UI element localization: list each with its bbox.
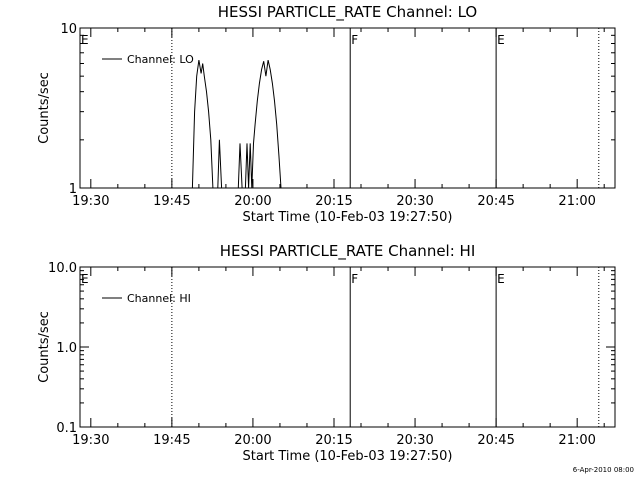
panel2-title: HESSI PARTICLE_RATE Channel: HI — [220, 242, 476, 261]
panel1-series-line — [237, 143, 243, 189]
panel1-x-tick-label: 20:45 — [477, 194, 514, 209]
panel1-legend-label: Channel: LO — [127, 53, 194, 66]
footer-timestamp: 6-Apr-2010 08:00 — [572, 466, 634, 474]
panel2-legend-label: Channel: HI — [127, 292, 191, 305]
panel2-x-tick-label: 19:30 — [72, 433, 109, 448]
panel1-x-tick-label: 20:15 — [315, 194, 352, 209]
panel2-y-axis-label: Counts/sec — [37, 311, 52, 383]
panel2-marker-label: E — [497, 272, 505, 286]
panel1-marker-label: E — [81, 33, 89, 47]
panel1-x-tick-label: 19:45 — [153, 194, 190, 209]
panel1-y-tick-label: 1 — [69, 182, 77, 197]
panel2-y-tick-label: 1.0 — [56, 341, 77, 356]
panel2-x-tick-label: 19:45 — [153, 433, 190, 448]
panel1-x-tick-label: 20:00 — [234, 194, 271, 209]
panel1-title: HESSI PARTICLE_RATE Channel: LO — [218, 3, 477, 22]
panel1-series-line — [217, 139, 223, 189]
panel2-x-tick-label: 20:45 — [477, 433, 514, 448]
panel2-x-tick-label: 20:15 — [315, 433, 352, 448]
panel2-marker-label: F — [351, 272, 358, 286]
panel1-marker-label: E — [497, 33, 505, 47]
panel2-x-tick-label: 21:00 — [558, 433, 595, 448]
panel2-y-tick-label: 10.0 — [48, 261, 77, 276]
panel1-axes-box — [79, 27, 616, 189]
panel1-series-line — [244, 59, 282, 189]
panel1-x-tick-label: 21:00 — [558, 194, 595, 209]
panel1-x-axis-label: Start Time (10-Feb-03 19:27:50) — [243, 210, 453, 225]
panel2-x-tick-label: 20:30 — [396, 433, 433, 448]
panel2-x-tick-label: 20:00 — [234, 433, 271, 448]
panel2-axes-box — [79, 266, 616, 428]
panel2-y-tick-label: 0.1 — [56, 421, 77, 436]
panel1-y-tick-label: 10 — [60, 22, 77, 37]
panel1-x-tick-label: 20:30 — [396, 194, 433, 209]
panel2-marker-label: E — [81, 272, 89, 286]
panel1-series-line — [191, 60, 214, 189]
panel1-y-axis-label: Counts/sec — [37, 72, 52, 144]
panel1-marker-label: F — [351, 33, 358, 47]
panel1-x-tick-label: 19:30 — [72, 194, 109, 209]
panel2-x-axis-label: Start Time (10-Feb-03 19:27:50) — [243, 449, 453, 464]
